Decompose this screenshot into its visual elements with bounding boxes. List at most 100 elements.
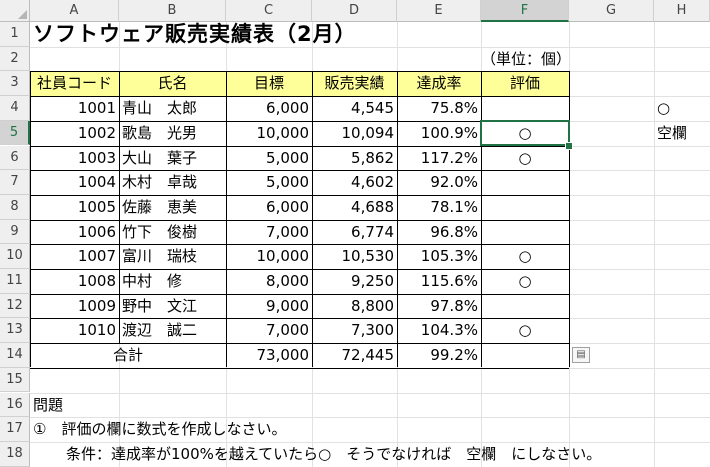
sales-cell[interactable]: 6,774 [351,222,394,241]
rate-cell[interactable]: 78.1% [430,197,478,216]
target-cell[interactable]: 7,000 [266,321,309,340]
evaluation-cell[interactable] [481,294,569,319]
row-header-15[interactable]: 15 [0,367,30,393]
side-value-circle[interactable]: ○ [657,99,671,118]
fill-handle[interactable] [565,141,573,150]
column-header-d[interactable]: D [312,0,397,22]
target-cell[interactable]: 6,000 [266,99,309,118]
total-sales[interactable]: 72,445 [341,346,395,365]
employee-code-cell[interactable]: 1006 [77,222,116,241]
employee-name-cell[interactable]: 佐藤 恵美 [122,197,198,216]
rate-cell[interactable]: 96.8% [430,222,478,241]
rate-cell[interactable]: 75.8% [430,99,478,118]
row-header-4[interactable]: 4 [0,96,30,121]
row-header-13[interactable]: 13 [0,318,30,344]
paste-options-icon[interactable]: ▤ [572,347,590,363]
sales-cell[interactable]: 4,602 [351,173,394,192]
employee-code-cell[interactable]: 1007 [77,247,116,266]
target-cell[interactable]: 9,000 [266,296,309,315]
row-header-16[interactable]: 16 [0,392,30,418]
employee-code-cell[interactable]: 1008 [77,272,116,290]
employee-code-cell[interactable]: 1005 [77,197,116,216]
employee-name-cell[interactable]: 富川 瑞枝 [122,247,198,266]
row-header-1[interactable]: 1 [0,22,30,47]
sales-cell[interactable]: 9,250 [351,272,394,290]
header-name[interactable]: 氏名 [157,74,188,93]
employee-name-cell[interactable]: 青山 太郎 [122,99,198,118]
row-header-12[interactable]: 12 [0,293,30,319]
column-header-h[interactable]: H [654,0,710,22]
employee-code-cell[interactable]: 1010 [77,321,116,340]
row-header-14[interactable]: 14 [0,343,30,368]
column-header-e[interactable]: E [397,0,481,22]
side-value-blank[interactable]: 空欄 [657,123,688,142]
rate-cell[interactable]: 117.2% [420,148,478,167]
row-header-5[interactable]: 5 [0,120,30,146]
employee-code-cell[interactable]: 1004 [77,173,116,192]
column-header-a[interactable]: A [30,0,119,22]
sales-cell[interactable]: 10,094 [341,123,395,142]
active-cell-outline[interactable] [480,119,570,147]
sales-cell[interactable]: 7,300 [351,321,394,340]
row-header-6[interactable]: 6 [0,145,30,171]
sales-cell[interactable]: 4,688 [351,197,394,216]
sheet-title[interactable]: ソフトウェア販売実績表（2月） [33,22,357,46]
target-cell[interactable]: 8,000 [266,272,309,290]
row-header-8[interactable]: 8 [0,194,30,220]
evaluation-cell[interactable]: ○ [518,272,532,290]
rate-cell[interactable]: 105.3% [420,247,478,266]
evaluation-cell[interactable] [481,96,569,121]
column-header-c[interactable]: C [226,0,312,22]
problem-line-2[interactable]: 条件：達成率が100%を越えていたら○ そうでなければ 空欄 にしなさい。 [66,444,602,463]
evaluation-cell[interactable]: ○ [518,247,532,266]
target-cell[interactable]: 10,000 [256,247,310,266]
employee-name-cell[interactable]: 野中 文江 [122,296,198,315]
sales-cell[interactable]: 8,800 [351,296,394,315]
row-header-9[interactable]: 9 [0,219,30,245]
employee-name-cell[interactable]: 木村 卓哉 [122,173,198,192]
rate-cell[interactable]: 97.8% [430,296,478,315]
row-header-7[interactable]: 7 [0,170,30,195]
evaluation-cell[interactable]: ○ [518,148,532,167]
problem-heading[interactable]: 問題 [33,395,64,414]
column-header-g[interactable]: G [569,0,654,22]
header-evaluation[interactable]: 評価 [509,74,540,93]
problem-line-1[interactable]: ① 評価の欄に数式を作成しなさい。 [33,420,287,439]
unit-note[interactable]: （単位：個） [481,49,572,68]
total-target[interactable]: 73,000 [256,346,310,365]
evaluation-cell[interactable]: ○ [518,123,532,142]
rate-cell[interactable]: 100.9% [420,123,478,142]
evaluation-cell[interactable] [481,170,569,195]
total-label[interactable]: 合計 [112,346,143,365]
sales-cell[interactable]: 4,545 [351,99,394,118]
employee-name-cell[interactable]: 竹下 俊樹 [122,222,198,241]
evaluation-cell[interactable]: ○ [518,321,532,340]
select-all-corner[interactable] [0,0,30,22]
evaluation-cell[interactable] [481,220,569,245]
employee-name-cell[interactable]: 大山 葉子 [122,148,198,167]
employee-name-cell[interactable]: 歌島 光男 [122,123,198,142]
employee-code-cell[interactable]: 1003 [77,148,116,167]
column-header-b[interactable]: B [119,0,226,22]
rate-cell[interactable]: 92.0% [430,173,478,192]
target-cell[interactable]: 5,000 [266,173,309,192]
sales-cell[interactable]: 5,862 [351,148,394,167]
target-cell[interactable]: 6,000 [266,197,309,216]
sales-cell[interactable]: 10,530 [341,247,395,266]
evaluation-cell[interactable] [481,195,569,220]
header-target[interactable]: 目標 [253,74,284,93]
target-cell[interactable]: 10,000 [256,123,310,142]
employee-name-cell[interactable]: 渡辺 誠二 [122,321,198,340]
header-rate[interactable]: 達成率 [416,74,462,93]
row-header-3[interactable]: 3 [0,71,30,97]
row-header-18[interactable]: 18 [0,441,30,467]
header-employee-code[interactable]: 社員コード [36,74,112,93]
employee-code-cell[interactable]: 1002 [77,123,116,142]
rate-cell[interactable]: 115.6% [420,272,478,290]
target-cell[interactable]: 7,000 [266,222,309,241]
rate-cell[interactable]: 104.3% [420,321,478,340]
column-header-f[interactable]: F [481,0,569,22]
row-header-17[interactable]: 17 [0,417,30,442]
employee-name-cell[interactable]: 中村 修 [122,272,183,290]
